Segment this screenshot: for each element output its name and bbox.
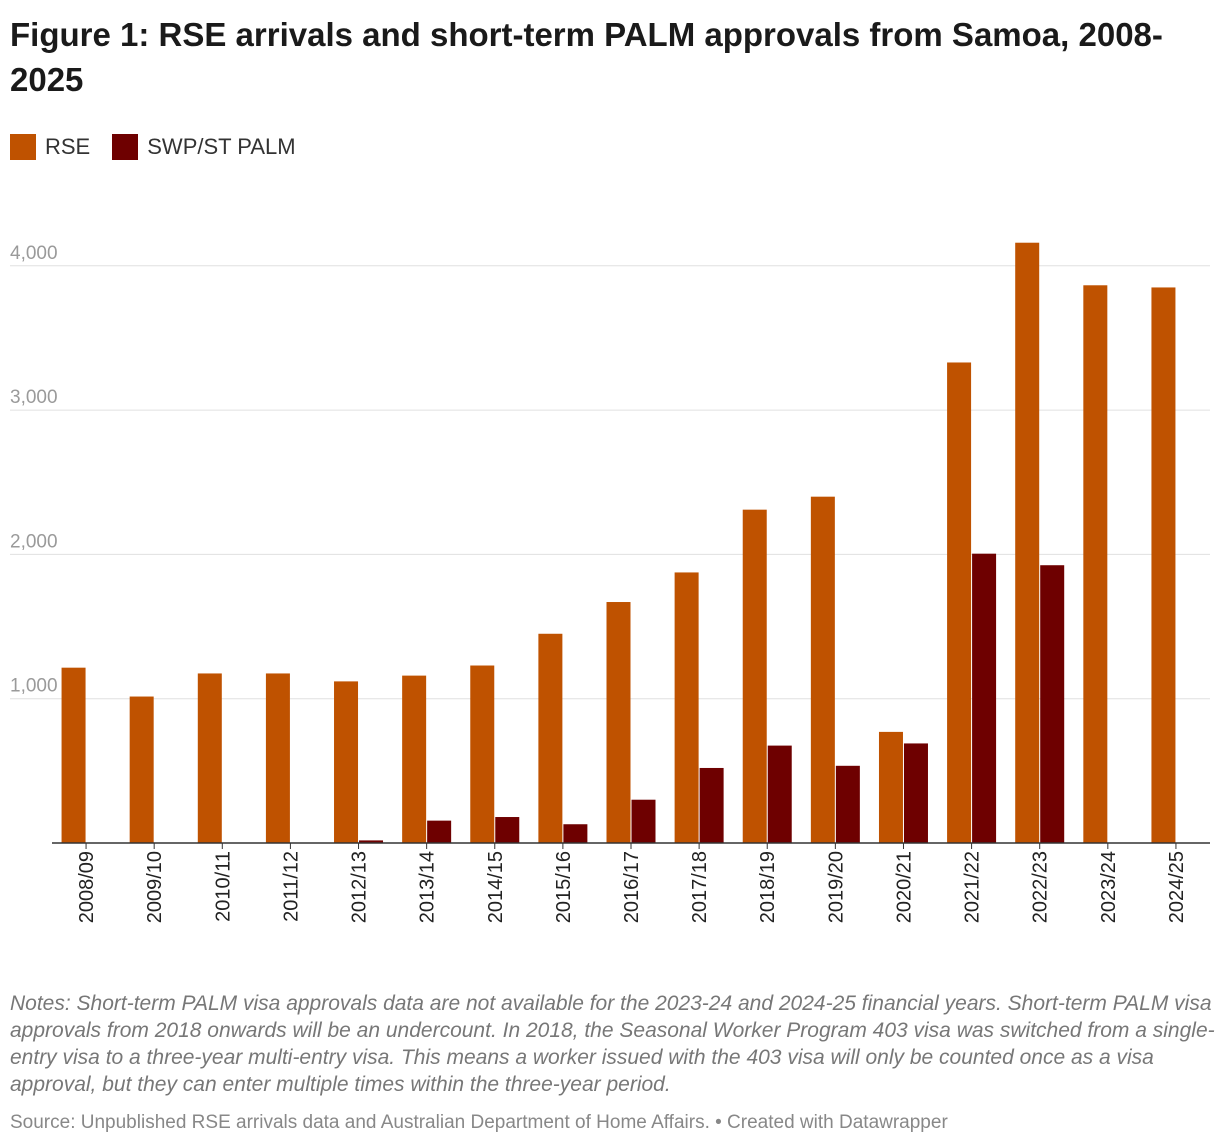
bar-rse	[742, 509, 767, 843]
chart-notes: Notes: Short-term PALM visa approvals da…	[10, 992, 1215, 1096]
x-tick-label: 2018/19	[757, 851, 779, 923]
bar-rse	[470, 665, 495, 843]
bar-palm	[767, 745, 792, 843]
bar-rse	[129, 696, 154, 843]
bar-rse	[265, 673, 290, 843]
bar-rse	[61, 667, 86, 843]
legend-item-palm: SWP/ST PALM	[112, 134, 296, 160]
x-tick-label: 2020/21	[893, 851, 915, 923]
legend-label-palm: SWP/ST PALM	[147, 134, 296, 159]
bar-chart: 1,000 2,000 3,000 4,000 2008/09 2009/10 2010/1…	[10, 242, 1210, 923]
bar-rse	[947, 362, 972, 843]
x-tick-label: 2016/17	[621, 851, 643, 923]
legend-swatch-rse	[10, 134, 36, 160]
bar-rse	[810, 496, 835, 843]
y-tick-label: 4,000	[10, 243, 58, 264]
legend: RSE SWP/ST PALM	[10, 134, 318, 160]
bar-rse	[334, 681, 359, 843]
x-tick-label: 2017/18	[689, 851, 711, 923]
bar-palm	[563, 824, 588, 843]
bar-palm	[427, 820, 452, 843]
bar-rse	[402, 675, 427, 843]
bar-palm	[972, 553, 997, 843]
x-tick-label: 2023/24	[1098, 851, 1120, 923]
bar-palm	[359, 840, 384, 843]
x-tick-label: 2022/23	[1030, 851, 1052, 923]
bar-palm	[903, 743, 928, 843]
x-tick-label: 2019/20	[825, 851, 847, 923]
legend-item-rse: RSE	[10, 134, 90, 160]
legend-swatch-palm	[112, 134, 139, 160]
bar-rse	[1083, 285, 1108, 843]
bar-rse	[606, 602, 631, 843]
bar-palm	[699, 767, 724, 843]
bar-rse	[1015, 242, 1040, 843]
x-tick-label: 2024/25	[1166, 851, 1188, 923]
bar-rse	[538, 633, 563, 843]
x-tick-label: 2008/09	[76, 851, 98, 923]
x-tick-label: 2015/16	[553, 851, 575, 923]
x-tick-label: 2012/13	[349, 851, 371, 923]
chart-title: Figure 1: RSE arrivals and short-term PA…	[10, 16, 1163, 98]
x-tick-label: 2009/10	[144, 851, 166, 923]
bar-palm	[835, 765, 860, 843]
x-tick-label: 2011/12	[280, 851, 302, 922]
x-tick-label: 2021/22	[962, 851, 984, 923]
x-tick-label: 2013/14	[417, 851, 439, 923]
y-tick-label: 2,000	[10, 531, 58, 552]
bar-rse	[1151, 287, 1176, 843]
x-tick-label: 2014/15	[485, 851, 507, 923]
bar-rse	[674, 572, 699, 843]
bar-rse	[197, 673, 222, 843]
bar-rse	[878, 731, 903, 843]
y-tick-label: 3,000	[10, 387, 58, 408]
legend-label-rse: RSE	[45, 134, 91, 159]
bar-palm	[495, 817, 520, 843]
bar-palm	[631, 799, 656, 843]
y-tick-label: 1,000	[10, 676, 58, 697]
bar-palm	[1040, 565, 1065, 843]
x-tick-label: 2010/11	[212, 851, 234, 922]
chart-source: Source: Unpublished RSE arrivals data an…	[10, 1112, 948, 1133]
